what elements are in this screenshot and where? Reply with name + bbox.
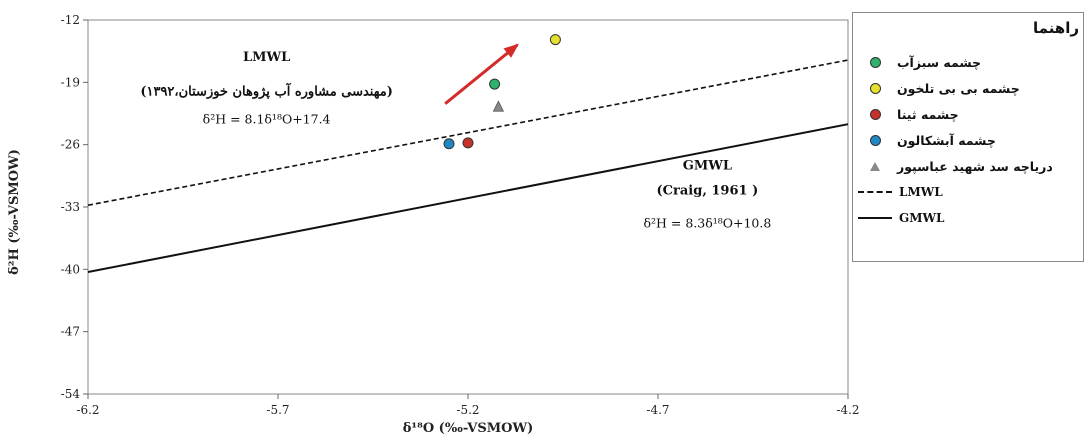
legend-symbol	[853, 191, 897, 193]
y-tick-label: -19	[61, 75, 80, 89]
x-tick-label: -4.2	[836, 403, 859, 417]
data-point	[443, 138, 455, 150]
annotation-text: (Craig, 1961 )	[657, 184, 759, 199]
data-points	[443, 34, 561, 150]
annotation-text: δ²H = 8.1δ¹⁸O+17.4	[203, 111, 331, 126]
y-tick-label: -54	[61, 387, 81, 401]
lmwl-line	[87, 59, 849, 207]
y-tick-label: -33	[61, 200, 80, 214]
legend-symbol	[853, 161, 897, 171]
legend-marker	[870, 161, 880, 171]
legend-symbol	[853, 82, 897, 94]
legend-label: چشمه سبزآب	[897, 54, 982, 70]
legend-entry: GMWL	[853, 205, 1083, 231]
legend-label: چشمه آبشکالون	[897, 132, 996, 148]
legend-symbol	[853, 217, 897, 219]
legend-marker	[858, 191, 892, 193]
legend-title: راهنما	[1033, 19, 1079, 37]
legend-label: LMWL	[899, 185, 943, 199]
legend-label: چشمه ثینا	[897, 106, 959, 122]
gmwl-line	[87, 123, 849, 273]
legend-entry: چشمه بی بی تلخون	[853, 75, 1083, 101]
legend-entry: LMWL	[853, 179, 1083, 205]
legend-entry: چشمه ثینا	[853, 101, 1083, 127]
data-point-triangle	[492, 100, 505, 112]
legend: راهنما چشمه سبزآب چشمه بی بی تلخون چشمه ثی…	[852, 12, 1084, 262]
data-point	[489, 78, 501, 90]
annotation-text: LMWL	[243, 50, 290, 65]
plot-frame	[87, 19, 849, 395]
legend-entry: چشمه آبشکالون	[853, 127, 1083, 153]
y-tick-label: -26	[61, 138, 80, 152]
x-axis-label: δ¹⁸O (‰-VSMOW)	[403, 421, 533, 436]
x-tick-label: -6.2	[76, 403, 99, 417]
trend-arrow-head	[503, 43, 519, 58]
legend-list: چشمه سبزآب چشمه بی بی تلخون چشمه ثینا چشمه …	[853, 49, 1083, 231]
y-axis-label: δ²H (‰-VSMOW)	[7, 149, 22, 275]
legend-symbol	[853, 134, 897, 146]
x-tick-label: -5.2	[456, 403, 479, 417]
y-tick-label: -47	[61, 325, 80, 339]
legend-marker	[869, 56, 881, 68]
legend-marker	[858, 217, 892, 219]
axes: -12 -19 -26 -33 -40 -47 -54 -6.2 -5.7 -5.2 -4.7 -4.…	[61, 13, 860, 417]
annotations: LMWL (مهندسی مشاوره آب پژوهان خوزستان،۱۳۹…	[140, 50, 771, 231]
y-tick-label: -12	[61, 13, 80, 27]
y-tick-label: -40	[61, 262, 80, 276]
legend-marker	[869, 82, 881, 94]
legend-label: دریاچه سد شهید عباسپور	[897, 158, 1053, 174]
legend-label: چشمه بی بی تلخون	[897, 80, 1020, 96]
legend-label: GMWL	[899, 211, 945, 225]
annotation-text: δ²H = 8.3δ¹⁸O+10.8	[643, 215, 771, 230]
x-tick-label: -5.7	[266, 403, 289, 417]
x-tick-label: -4.7	[646, 403, 669, 417]
legend-marker	[869, 108, 881, 120]
legend-entry: دریاچه سد شهید عباسپور	[853, 153, 1083, 179]
annotation-text: (مهندسی مشاوره آب پژوهان خوزستان،۱۳۹۲)	[140, 83, 393, 100]
legend-symbol	[853, 56, 897, 68]
trend-arrow-shaft	[444, 43, 519, 105]
data-point	[462, 137, 474, 149]
data-point	[549, 34, 561, 46]
legend-marker	[869, 134, 881, 146]
legend-entry: چشمه سبزآب	[853, 49, 1083, 75]
reference-lines	[87, 43, 849, 273]
legend-symbol	[853, 108, 897, 120]
annotation-text: GMWL	[683, 159, 732, 174]
